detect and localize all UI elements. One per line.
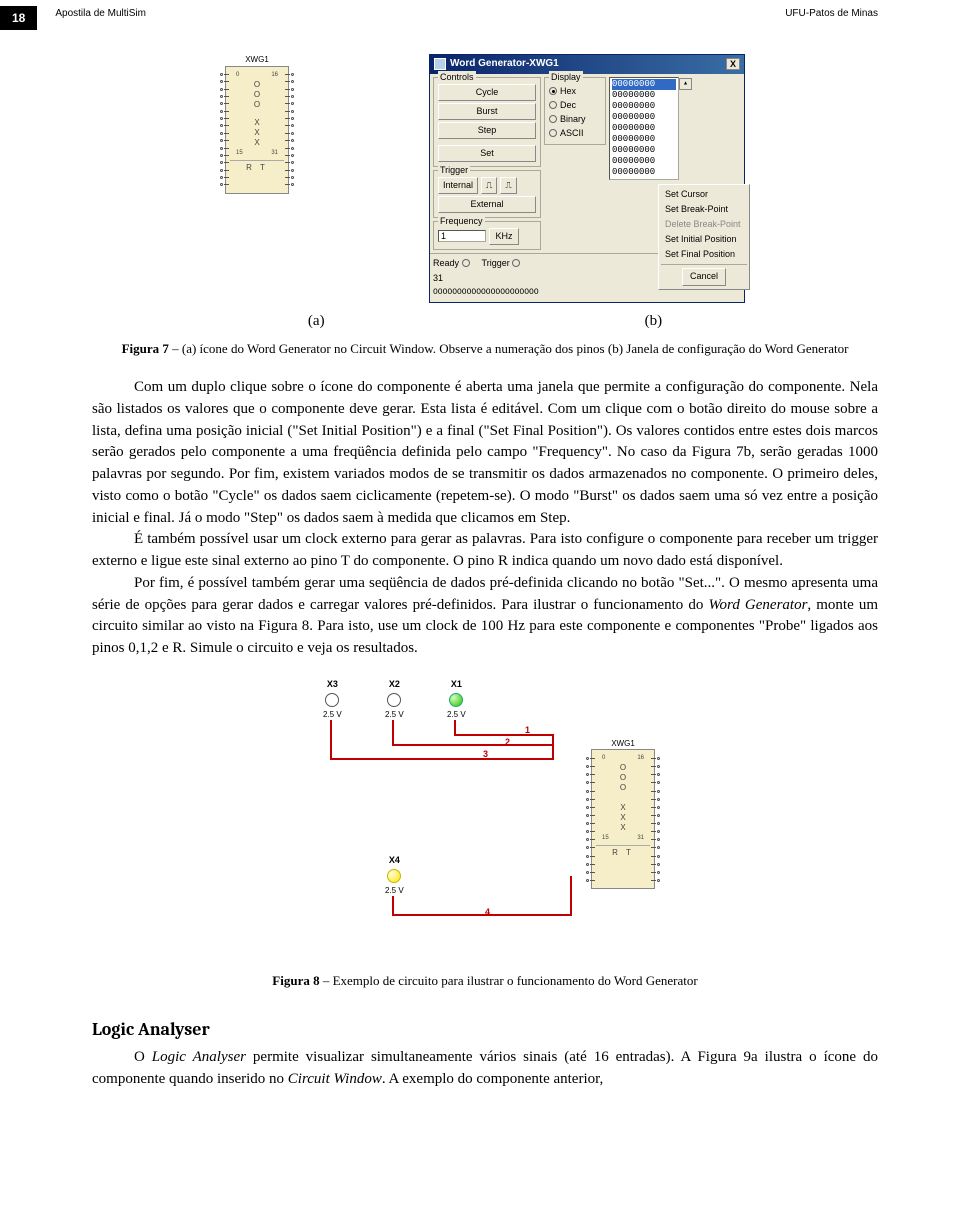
probe-x2: X22.5 V [385, 678, 404, 721]
header-right: UFU-Patos de Minas [785, 6, 960, 19]
edge-down-icon[interactable]: ⎍ [500, 177, 516, 194]
frequency-group: Frequency KHz [433, 221, 541, 250]
scroll-up-icon[interactable]: ▴ [679, 78, 692, 90]
circuit-window-em: Circuit Window [288, 1071, 382, 1087]
paragraph-3: Por fim, é possível também gerar uma seq… [92, 573, 878, 660]
list-item[interactable]: 00000000 [612, 112, 676, 123]
cancel-button[interactable]: Cancel [682, 268, 726, 285]
xwg-x: X [236, 128, 278, 138]
dialog-titlebar[interactable]: Word Generator-XWG1 X [430, 55, 744, 74]
freq-unit-select[interactable]: KHz [489, 228, 519, 245]
pin-31-label: 31 [271, 148, 278, 158]
pin-16-label: 16 [271, 70, 278, 80]
node-4: 4 [485, 906, 490, 919]
ctx-set-breakpoint[interactable]: Set Break-Point [661, 202, 747, 217]
section-logic-analyser: Logic Analyser [92, 1017, 878, 1043]
controls-label: Controls [438, 71, 476, 84]
word-generator-dialog: Word Generator-XWG1 X Controls Cycle Bur… [429, 54, 745, 303]
frequency-label: Frequency [438, 215, 485, 228]
internal-button[interactable]: Internal [438, 177, 478, 194]
xwg-o: O [236, 90, 278, 100]
controls-group: Controls Cycle Burst Step Set [433, 77, 541, 167]
xwg-o: O [236, 100, 278, 110]
left-pins [220, 71, 229, 189]
xwg-rt: R T [230, 160, 284, 173]
window-icon [434, 58, 446, 70]
word-generator-em: Word Generator [708, 597, 807, 613]
xwg-x: X [236, 138, 278, 148]
ctx-set-initial[interactable]: Set Initial Position [661, 232, 747, 247]
burst-button[interactable]: Burst [438, 103, 536, 120]
list-item[interactable]: 00000000 [612, 134, 676, 145]
edge-up-icon[interactable]: ⎍ [481, 177, 497, 194]
figure8-circuit: X32.5 V X22.5 V X12.5 V X42.5 V [315, 678, 655, 958]
set-button[interactable]: Set [438, 145, 536, 162]
paragraph-1: Com um duplo clique sobre o ícone do com… [92, 377, 878, 529]
page-header: 18 Apostila de MultiSim UFU-Patos de Min… [0, 0, 960, 34]
probe-x1: X12.5 V [447, 678, 466, 721]
paragraph-4: O Logic Analyser permite visualizar simu… [92, 1047, 878, 1091]
list-item[interactable]: 00000000 [612, 123, 676, 134]
xwg-title: XWG1 [245, 54, 269, 66]
ctx-set-cursor[interactable]: Set Cursor [661, 187, 747, 202]
node-1: 1 [525, 724, 530, 737]
trigger-status-label: Trigger [482, 258, 510, 268]
context-menu: Set Cursor Set Break-Point Delete Break-… [658, 184, 750, 289]
xwg-x: X [236, 118, 278, 128]
paragraph-2: É também possível usar um clock externo … [92, 529, 878, 573]
right-pins [285, 71, 294, 189]
pin-0-label: 0 [236, 70, 239, 80]
node-2: 2 [505, 736, 510, 749]
radio-ascii[interactable]: ASCII [549, 127, 601, 140]
figure7a: XWG1 0 16 O O O X X X 15 31 R T [225, 54, 289, 303]
figure7-caption: Figura 7 – (a) ícone do Word Generator n… [92, 340, 878, 359]
frequency-input[interactable] [438, 230, 486, 242]
list-item[interactable]: 00000000 [612, 156, 676, 167]
list-item[interactable]: 00000000 [612, 145, 676, 156]
word-list[interactable]: ▴ 00000000 00000000 00000000 00000000 00… [609, 77, 679, 180]
dialog-title-text: Word Generator-XWG1 [450, 57, 559, 72]
cycle-button[interactable]: Cycle [438, 84, 536, 101]
trigger-label: Trigger [438, 164, 470, 177]
label-b: (b) [645, 311, 663, 333]
xwg-title-8: XWG1 [591, 738, 655, 750]
list-item[interactable]: 00000000 [612, 90, 676, 101]
list-item[interactable]: 00000000 [612, 79, 676, 90]
display-label: Display [549, 71, 583, 84]
page-number-tab: 18 [0, 6, 37, 30]
node-3: 3 [483, 748, 488, 761]
xwg-component-icon: 0 16 O O O X X X 15 31 R T [225, 66, 289, 194]
probe-x4: X42.5 V [385, 854, 404, 897]
close-icon[interactable]: X [726, 58, 740, 70]
figure7-number: Figura 7 [122, 341, 169, 356]
logic-analyser-em: Logic Analyser [152, 1049, 246, 1065]
figure7b: Word Generator-XWG1 X Controls Cycle Bur… [429, 54, 745, 303]
figure8-number: Figura 8 [272, 973, 319, 988]
xwg-component-fig8: 016 O O O X X X 1531 R T [591, 749, 655, 889]
radio-dec[interactable]: Dec [549, 99, 601, 112]
xwg-o: O [236, 80, 278, 90]
radio-hex[interactable]: Hex [549, 85, 601, 98]
list-item[interactable]: 00000000 [612, 101, 676, 112]
step-button[interactable]: Step [438, 122, 536, 139]
probe-x3: X32.5 V [323, 678, 342, 721]
ctx-set-final[interactable]: Set Final Position [661, 247, 747, 262]
external-button[interactable]: External [438, 196, 536, 213]
ready-label: Ready [433, 258, 459, 268]
display-group: Display Hex Dec Binary ASCII [544, 77, 606, 145]
header-left: Apostila de MultiSim [55, 6, 785, 19]
pin-15-label: 15 [236, 148, 243, 158]
list-item[interactable]: 00000000 [612, 167, 676, 178]
label-a: (a) [308, 311, 325, 333]
ctx-delete-breakpoint: Delete Break-Point [661, 217, 747, 232]
radio-binary[interactable]: Binary [549, 113, 601, 126]
trigger-group: Trigger Internal ⎍ ⎍ External [433, 170, 541, 218]
figure8-caption: Figura 8 – Exemplo de circuito para ilus… [92, 972, 878, 991]
